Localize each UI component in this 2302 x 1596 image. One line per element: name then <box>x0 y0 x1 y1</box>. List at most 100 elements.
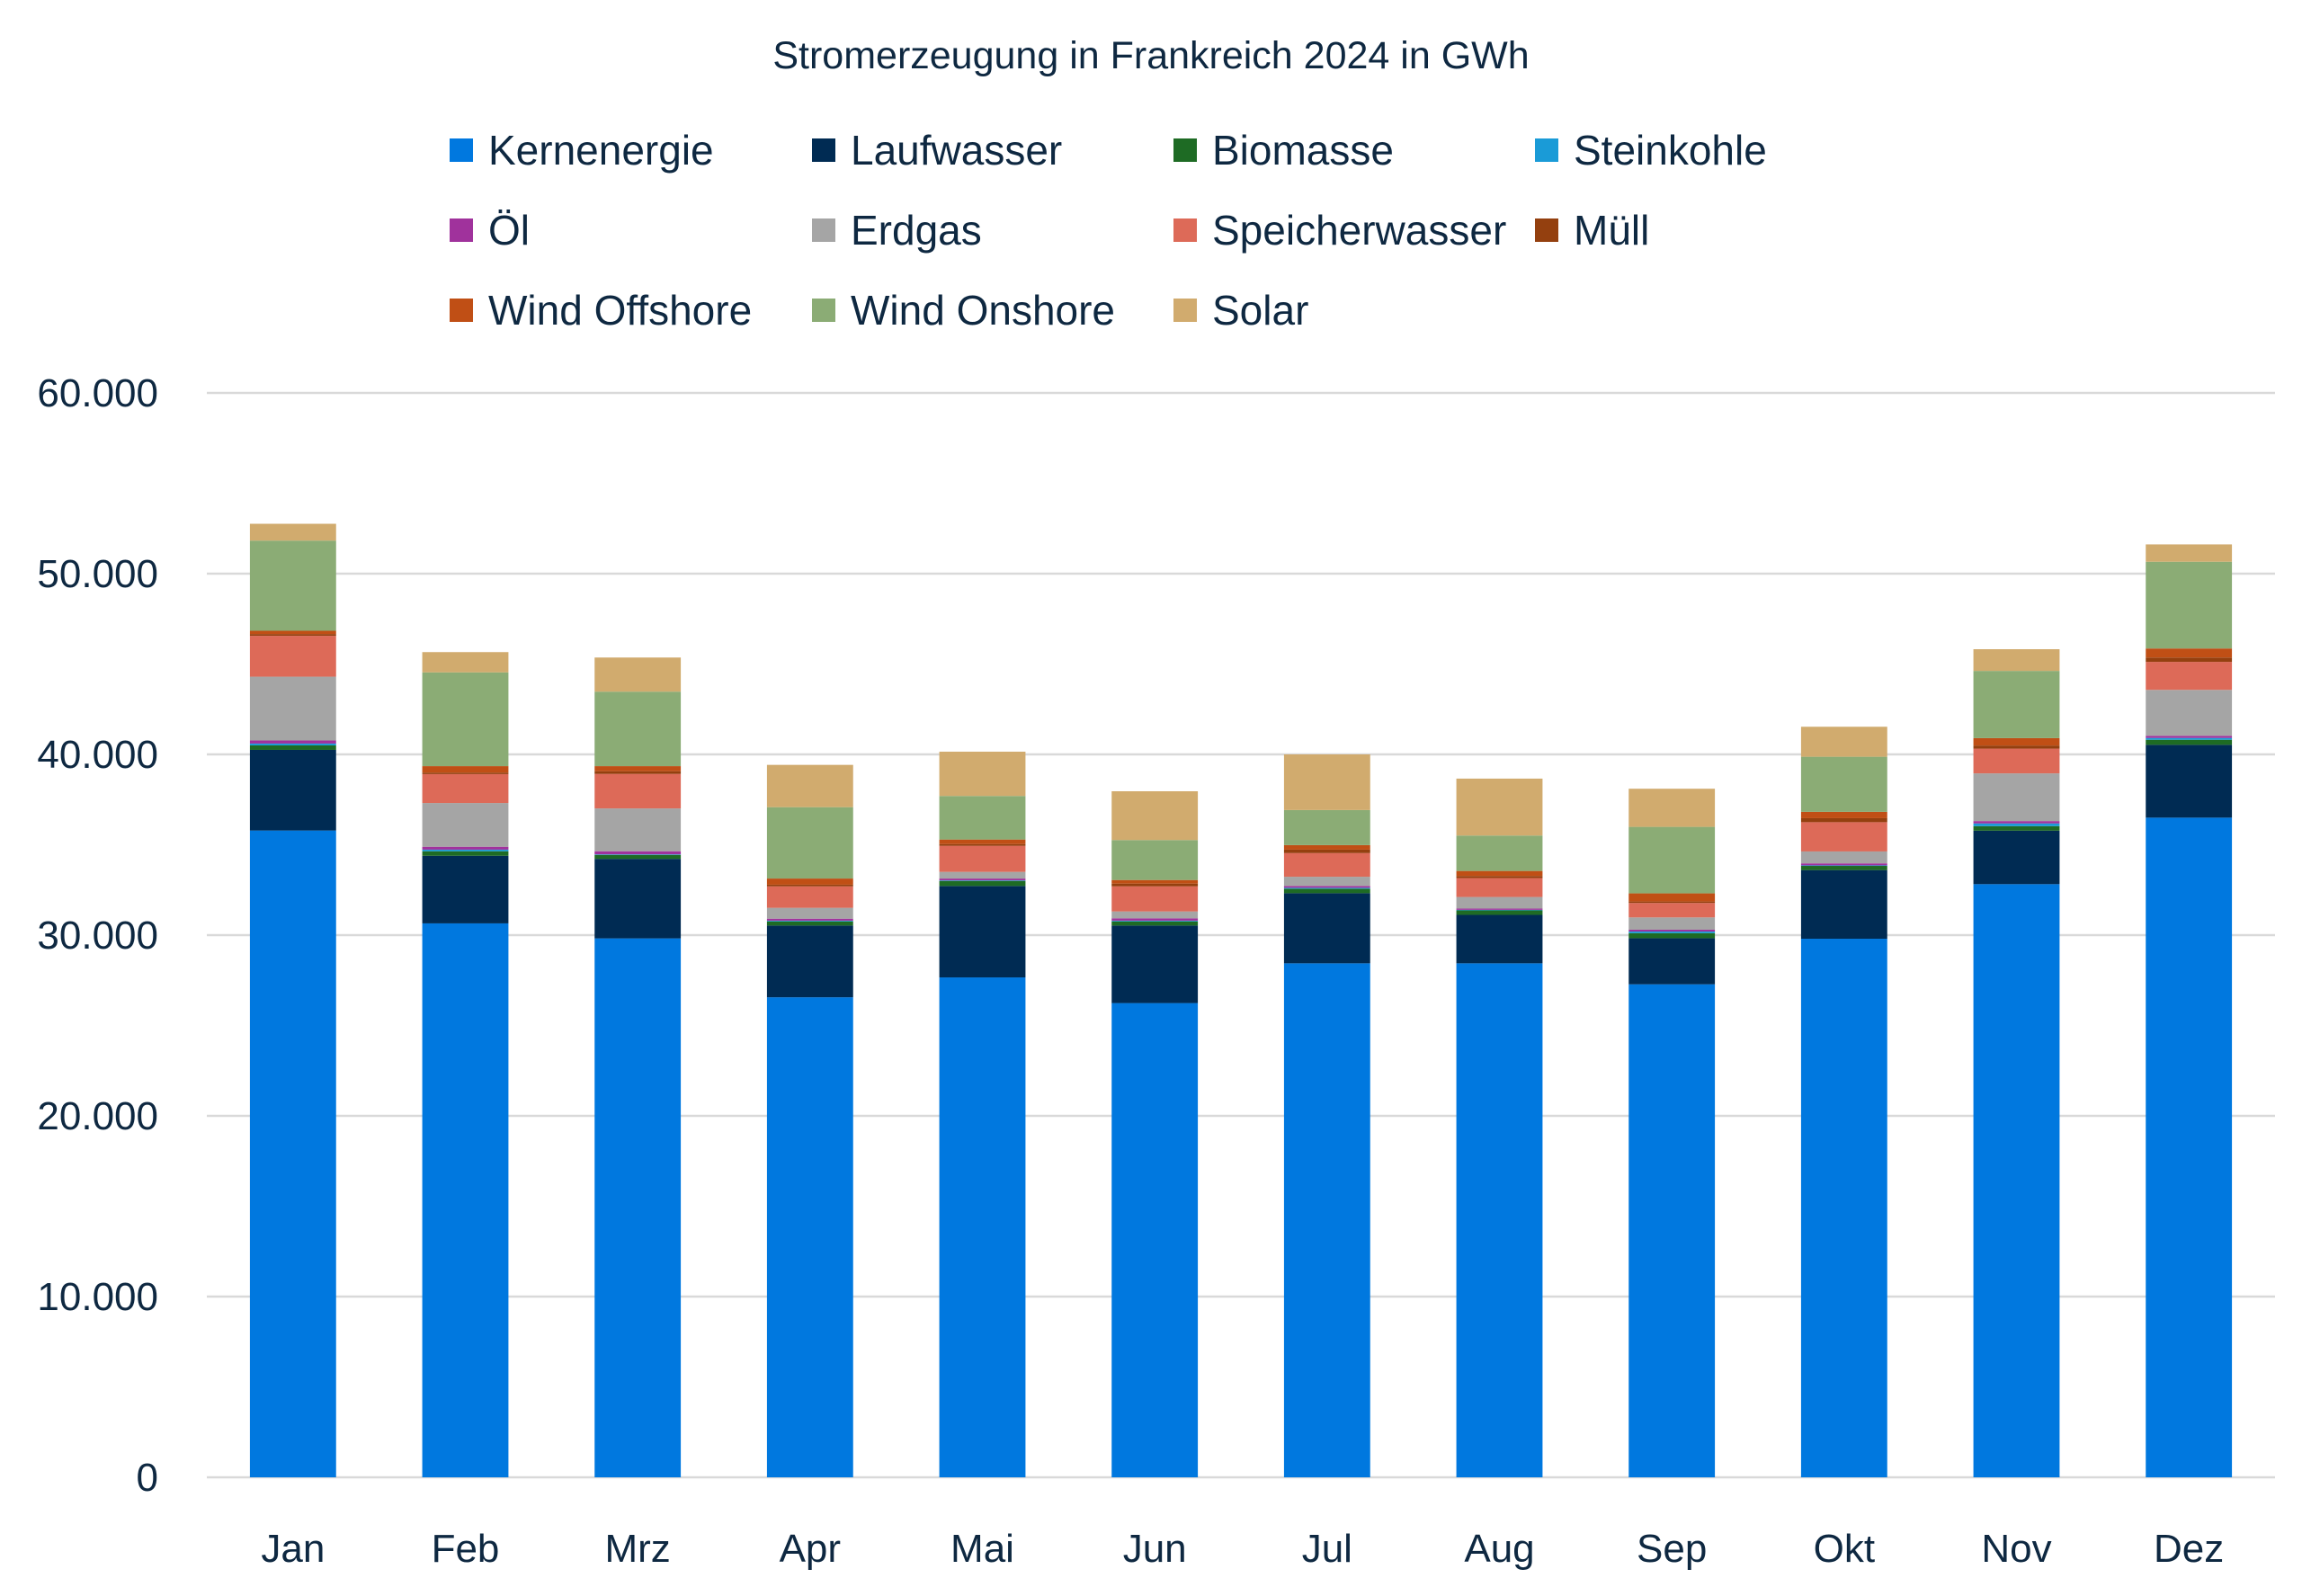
bar-segment-steinkohle <box>1456 909 1543 911</box>
bar-segment-kernenergie <box>766 997 853 1477</box>
bar-segment-öl <box>1456 908 1543 910</box>
bar-stack-Mrz <box>594 657 682 1477</box>
legend-item: Wind Offshore <box>450 287 752 334</box>
legend-label: Müll <box>1574 207 1649 254</box>
bar-segment-wind-onshore <box>1973 671 2060 738</box>
legend-item: Wind Onshore <box>812 287 1115 334</box>
x-tick-label: Jun <box>1123 1527 1187 1571</box>
legend-item: Erdgas <box>812 207 982 254</box>
bar-segment-speicherwasser <box>939 845 1026 872</box>
bar-segment-wind-onshore <box>422 672 509 767</box>
x-tick-label: Jan <box>261 1527 325 1571</box>
bar-segment-erdgas <box>1456 896 1543 909</box>
bar-segment-wind-onshore <box>1283 809 1370 845</box>
bar-segment-speicherwasser <box>766 886 853 908</box>
bar-segment-erdgas <box>2146 690 2233 736</box>
bar-segment-solar <box>1973 649 2060 672</box>
bar-segment-erdgas <box>594 808 682 851</box>
bar-segment-wind-onshore <box>249 540 336 631</box>
bar-segment-wind-offshore <box>1973 737 2060 746</box>
bar-segment-müll <box>1283 849 1370 853</box>
bar-segment-müll <box>249 634 336 637</box>
bar-segment-erdgas <box>1283 877 1370 887</box>
bar-segment-laufwasser <box>2146 745 2233 818</box>
bar-segment-kernenergie <box>1111 1003 1199 1477</box>
legend-label: Wind Offshore <box>488 287 752 334</box>
bar-segment-müll <box>1973 745 2060 749</box>
bar-segment-wind-offshore <box>1800 811 1887 818</box>
bar-segment-öl <box>594 851 682 855</box>
bar-segment-biomasse <box>766 921 853 926</box>
legend-item: Steinkohle <box>1535 127 1767 174</box>
legend-swatch <box>450 299 473 322</box>
legend-label: Biomasse <box>1212 127 1394 174</box>
bar-segment-laufwasser <box>1111 925 1199 1003</box>
chart-title: Stromerzeugung in Frankreich 2024 in GWh <box>772 34 1529 77</box>
bar-stack-Feb <box>422 652 509 1477</box>
y-tick-label: 0 <box>137 1456 158 1500</box>
bar-segment-speicherwasser <box>594 773 682 809</box>
bar-segment-öl <box>1628 929 1716 932</box>
bar-stack-Okt <box>1800 727 1887 1477</box>
bar-segment-öl <box>766 918 853 921</box>
gridlines <box>207 391 2275 1479</box>
bar-segment-erdgas <box>1800 851 1887 864</box>
bar-segment-wind-onshore <box>1628 826 1716 894</box>
bar-segment-wind-offshore <box>1283 844 1370 850</box>
legend-item: Müll <box>1535 207 1649 254</box>
x-tick-label: Apr <box>780 1527 841 1571</box>
bar-segment-öl <box>1111 918 1199 921</box>
y-tick-label: 10.000 <box>37 1275 158 1319</box>
legend: Kernenergie Laufwasser Biomasse Steinkohle Ö… <box>450 127 1767 334</box>
bar-segment-speicherwasser <box>1111 886 1199 912</box>
bar-segment-biomasse <box>422 851 509 856</box>
legend-label: Öl <box>488 207 530 254</box>
bar-segment-laufwasser <box>1973 830 2060 885</box>
x-tick-label: Mrz <box>605 1527 671 1571</box>
bar-stack-Jun <box>1111 791 1199 1477</box>
bar-segment-wind-offshore <box>1628 893 1716 902</box>
bar-segment-kernenergie <box>249 830 336 1477</box>
bar-segment-speicherwasser <box>2146 662 2233 691</box>
bar-segment-laufwasser <box>594 859 682 939</box>
bar-segment-kernenergie <box>594 938 682 1477</box>
bar-segment-steinkohle <box>766 920 853 922</box>
bar-segment-kernenergie <box>1283 963 1370 1477</box>
bar-segment-wind-onshore <box>594 691 682 767</box>
bar-segment-kernenergie <box>939 977 1026 1477</box>
legend-label: Steinkohle <box>1574 127 1767 174</box>
bar-segment-erdgas <box>422 803 509 847</box>
legend-label: Speicherwasser <box>1212 207 1506 254</box>
legend-label: Laufwasser <box>851 127 1062 174</box>
bar-segment-speicherwasser <box>1628 903 1716 918</box>
bar-segment-biomasse <box>249 745 336 750</box>
bar-segment-steinkohle <box>594 854 682 855</box>
bar-segment-kernenergie <box>1800 939 1887 1477</box>
bar-segment-kernenergie <box>422 923 509 1477</box>
x-tick-label: Sep <box>1637 1527 1707 1571</box>
bar-segment-erdgas <box>1111 911 1199 919</box>
bar-segment-speicherwasser <box>1973 748 2060 774</box>
bar-segment-biomasse <box>939 880 1026 887</box>
bar-segment-biomasse <box>1628 932 1716 939</box>
bar-segment-steinkohle <box>1283 887 1370 889</box>
bar-segment-müll <box>422 772 509 774</box>
legend-swatch <box>812 138 835 162</box>
bar-segment-wind-onshore <box>2146 561 2233 649</box>
bar-segment-wind-offshore <box>766 878 853 885</box>
y-tick-label: 50.000 <box>37 552 158 596</box>
y-tick-label: 20.000 <box>37 1094 158 1138</box>
bar-segment-solar <box>1800 727 1887 757</box>
bar-segment-steinkohle <box>1628 931 1716 933</box>
bar-segment-solar <box>939 751 1026 797</box>
bar-segment-solar <box>2146 544 2233 562</box>
bar-segment-müll <box>1456 876 1543 878</box>
bar-segment-solar <box>249 523 336 541</box>
legend-item: Laufwasser <box>812 127 1062 174</box>
bar-segment-speicherwasser <box>1283 852 1370 878</box>
bar-segment-wind-offshore <box>1456 870 1543 877</box>
bar-segment-wind-offshore <box>2146 648 2233 658</box>
y-axis: 0 10.000 20.000 30.000 40.000 50.000 60.000 <box>37 371 158 1500</box>
legend-swatch <box>1173 138 1197 162</box>
legend-swatch <box>450 218 473 242</box>
